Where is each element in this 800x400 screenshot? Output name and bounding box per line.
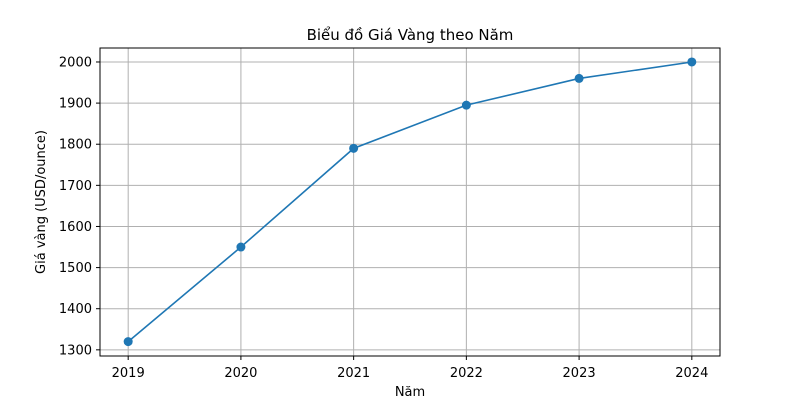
y-tick-label: 1500 bbox=[59, 261, 92, 276]
data-point-marker bbox=[349, 143, 359, 153]
x-tick-label: 2022 bbox=[450, 366, 483, 381]
y-tick-label: 2000 bbox=[59, 55, 92, 70]
axis-ticks: 2019 2020 2021 2022 2023 2024 1300 1400 1500 1600… bbox=[59, 55, 708, 381]
y-axis-label: Giá vàng (USD/ounce) bbox=[34, 130, 49, 274]
y-tick-label: 1400 bbox=[59, 302, 92, 317]
x-tick-label: 2020 bbox=[224, 366, 257, 381]
gold-price-line bbox=[127, 61, 692, 343]
data-point-marker bbox=[574, 73, 584, 83]
x-tick-label: 2019 bbox=[112, 366, 145, 381]
y-tick-label: 1700 bbox=[59, 179, 92, 194]
x-tick-label: 2024 bbox=[675, 366, 708, 381]
y-tick-label: 1900 bbox=[59, 97, 92, 112]
x-tick-label: 2021 bbox=[337, 366, 370, 381]
x-tick-label: 2023 bbox=[563, 366, 596, 381]
data-point-marker bbox=[687, 57, 697, 67]
data-point-marker bbox=[236, 242, 246, 252]
grid-lines bbox=[100, 48, 720, 356]
data-point-marker bbox=[123, 337, 133, 347]
y-tick-label: 1600 bbox=[59, 220, 92, 235]
data-point-marker bbox=[461, 100, 471, 110]
y-tick-label: 1300 bbox=[59, 343, 92, 358]
x-axis-label: Năm bbox=[395, 385, 425, 400]
chart-title: Biểu đồ Giá Vàng theo Năm bbox=[307, 26, 514, 44]
y-tick-label: 1800 bbox=[59, 138, 92, 153]
series-layer bbox=[123, 57, 697, 347]
plot-frame bbox=[99, 47, 721, 357]
